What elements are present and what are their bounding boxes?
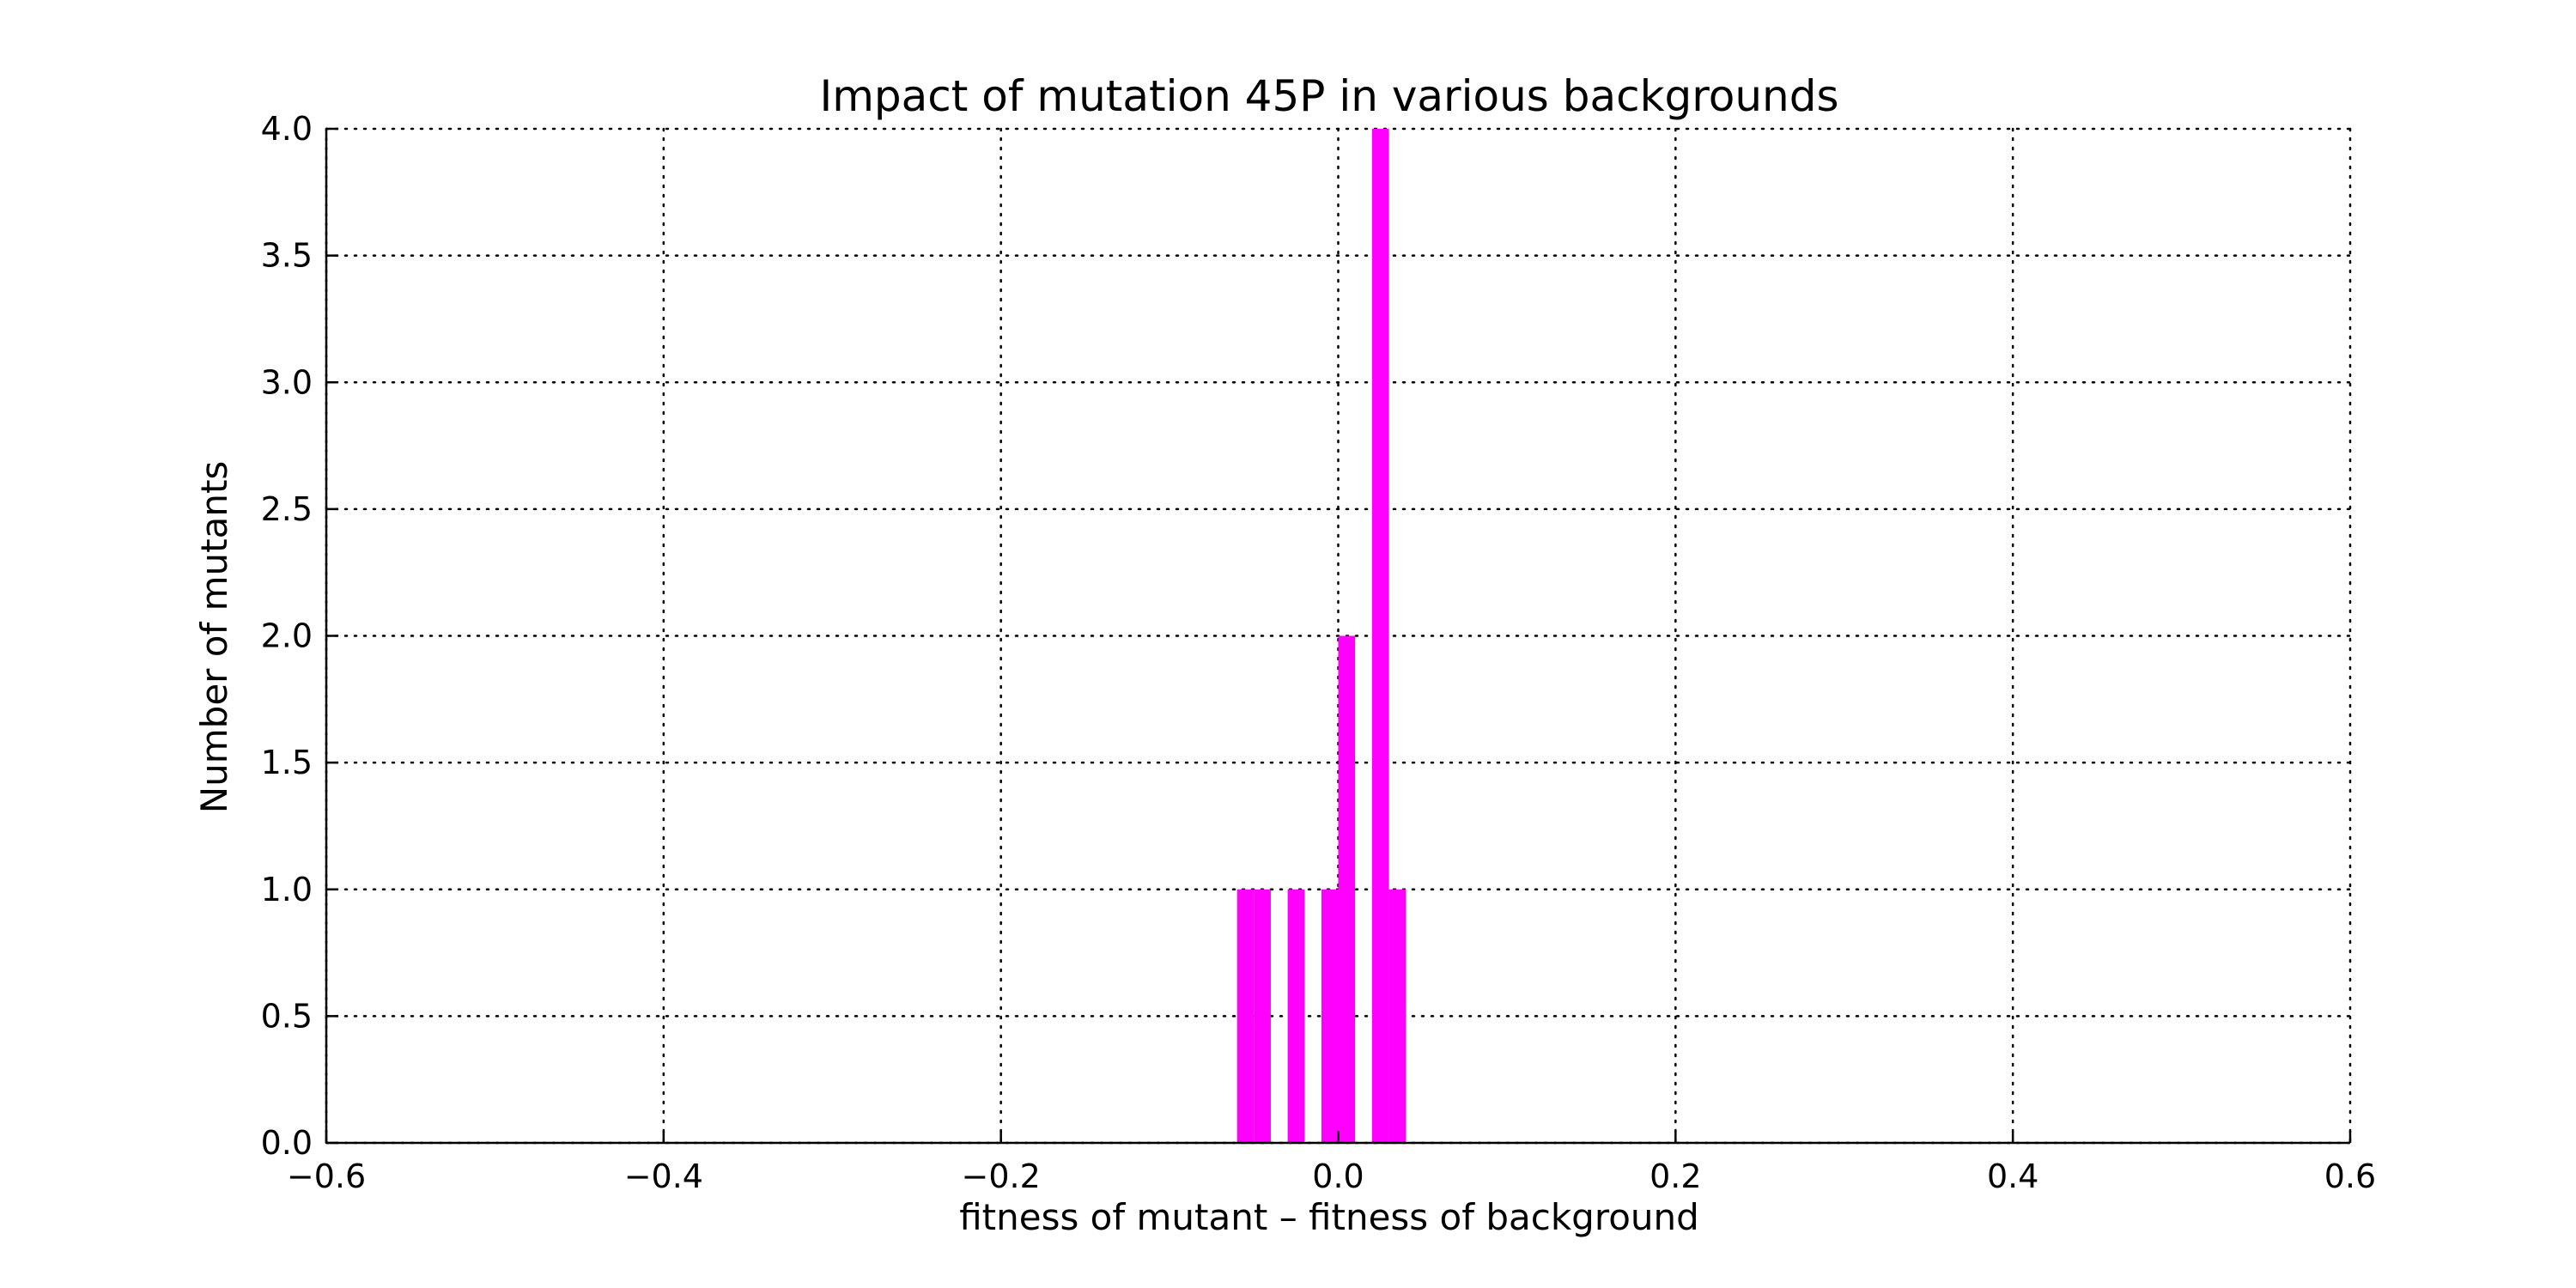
y-tick-label: 1.0 — [261, 871, 313, 908]
x-axis-title: fitness of mutant – fitness of backgroun… — [959, 1196, 1699, 1238]
y-axis-title: Number of mutants — [193, 461, 235, 814]
histogram-bar — [1236, 889, 1255, 1143]
histogram-bar — [1254, 889, 1271, 1143]
chart-title: Impact of mutation 45P in various backgr… — [819, 71, 1838, 121]
x-tick-label: −0.2 — [962, 1157, 1041, 1195]
x-tick-label: 0.2 — [1649, 1157, 1701, 1195]
histogram-bar — [1287, 889, 1305, 1143]
y-tick-label: 1.5 — [261, 744, 313, 781]
histogram-bar — [1388, 889, 1406, 1143]
y-tick-label: 2.0 — [261, 617, 313, 655]
y-tick-label: 0.0 — [261, 1124, 313, 1162]
y-tick-label: 4.0 — [261, 110, 313, 148]
y-tick-label: 2.5 — [261, 490, 313, 528]
x-axis-ticks: −0.6 −0.4 −0.2 0.0 0.2 0.4 0.6 — [287, 1131, 2376, 1195]
x-tick-label: −0.4 — [624, 1157, 703, 1195]
histogram-bar — [1371, 129, 1389, 1143]
y-axis-ticks: 0.0 0.5 1.0 1.5 2.0 2.5 3.0 3.5 4.0 — [261, 110, 338, 1162]
y-tick-label: 3.5 — [261, 237, 313, 275]
y-tick-label: 0.5 — [261, 997, 313, 1035]
x-tick-label: −0.6 — [287, 1157, 366, 1195]
histogram-bars — [1236, 129, 1406, 1143]
x-tick-label: 0.0 — [1312, 1157, 1364, 1195]
y-tick-label: 3.0 — [261, 363, 313, 401]
x-tick-label: 0.6 — [2324, 1157, 2376, 1195]
histogram-bar — [1338, 635, 1356, 1143]
x-tick-label: 0.4 — [1987, 1157, 2038, 1195]
histogram-bar — [1321, 889, 1339, 1143]
